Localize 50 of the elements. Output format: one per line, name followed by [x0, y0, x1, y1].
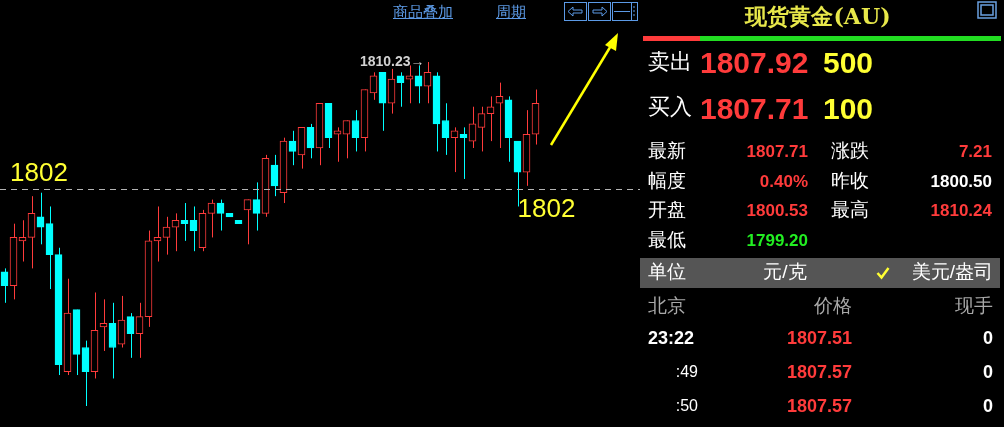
text: 1807.51	[786, 328, 852, 348]
text: 1807.57	[786, 362, 852, 382]
text: 1799.20	[746, 231, 808, 250]
text: 开盘	[648, 199, 686, 220]
text: 买入	[648, 94, 692, 119]
candlestick	[486, 95, 495, 142]
text: 0.40%	[759, 172, 808, 191]
text: 100	[823, 92, 874, 125]
text: 昨收	[831, 170, 869, 191]
text: 500	[823, 46, 874, 79]
candlestick	[333, 126, 342, 163]
candlestick	[396, 71, 405, 108]
candlestick	[252, 181, 261, 232]
text: 0	[982, 328, 993, 348]
annotation: 1810.23→	[359, 52, 425, 69]
text: 卖出	[648, 49, 692, 74]
text: :49	[675, 363, 698, 380]
text: 1807.92	[700, 46, 809, 79]
candlestick	[477, 106, 486, 152]
text: 1810.24	[930, 201, 992, 220]
text: 现货黄金(AU)	[745, 3, 891, 29]
text: 0	[982, 396, 993, 416]
text: 周期	[496, 3, 526, 20]
text: 1807.71	[746, 142, 808, 161]
candlestick	[450, 126, 459, 173]
text: 1800.53	[746, 201, 808, 220]
text: 涨跌	[831, 140, 869, 161]
text: 1807.57	[786, 396, 852, 416]
text: 23:22	[648, 328, 695, 348]
text: 商品叠加	[393, 3, 453, 20]
text: 价格	[814, 295, 852, 316]
text: 最新	[648, 140, 686, 161]
text: :50	[675, 397, 698, 414]
candlestick	[405, 64, 414, 104]
text: 北京	[648, 295, 686, 316]
text: 现手	[955, 295, 993, 316]
text: 美元/盎司	[911, 261, 993, 282]
annotation: 1802	[10, 157, 68, 188]
text: 最低	[648, 229, 686, 250]
text: 1807.71	[700, 92, 809, 125]
annotation: 1802	[517, 193, 576, 224]
text: 元/克	[763, 261, 807, 282]
candlestick	[342, 119, 351, 159]
text: 0	[982, 362, 993, 382]
candlestick	[495, 82, 504, 149]
text: 7.21	[958, 142, 992, 161]
text: 1800.50	[930, 172, 992, 191]
text: 最高	[831, 199, 869, 220]
text: 幅度	[648, 170, 686, 191]
text: 单位	[648, 261, 686, 282]
